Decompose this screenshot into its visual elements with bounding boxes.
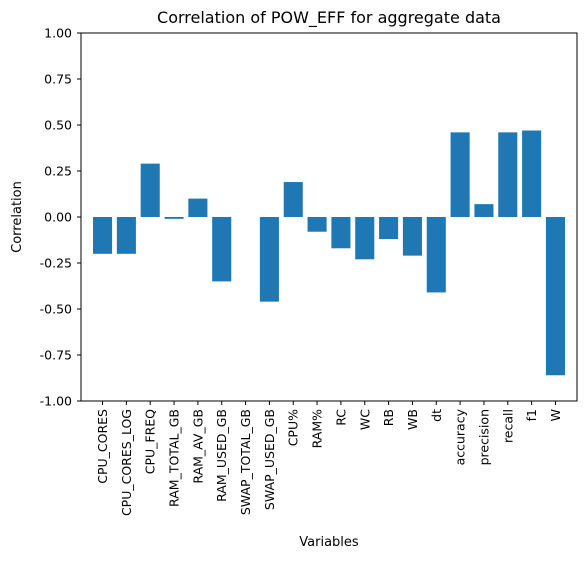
y-tick-label: -0.75 — [40, 348, 72, 363]
y-tick-label: -0.50 — [40, 302, 72, 317]
x-tick-label: SWAP_TOTAL_GB — [238, 409, 253, 515]
x-tick-label: RB — [381, 409, 396, 426]
bar-ram-used-gb — [212, 217, 232, 282]
x-tick-label: RAM_USED_GB — [214, 409, 229, 502]
bars-layer — [93, 130, 565, 376]
bar-recall — [498, 132, 518, 217]
x-tick-label: WC — [357, 409, 372, 430]
bar-swap-used-gb — [259, 217, 279, 302]
y-tick-label: 0.75 — [44, 72, 72, 87]
x-tick-label: RAM% — [310, 409, 325, 449]
x-tick-label: W — [548, 409, 563, 421]
x-axis: CPU_CORES CPU_CORES_LOG CPU_FREQ RAM_TOTAL_… — [95, 401, 563, 516]
chart-title: Correlation of POW_EFF for aggregate dat… — [157, 8, 501, 28]
bar-cpu-freq — [140, 163, 160, 217]
bar-cpu-cores-log — [116, 217, 136, 254]
bar-w — [545, 217, 565, 376]
bar-wc — [355, 217, 375, 260]
y-tick-label: 0.50 — [44, 118, 72, 133]
y-tick-label: 1.00 — [44, 26, 72, 41]
y-axis-label: Correlation — [10, 181, 25, 253]
bar-ram-total-gb — [164, 217, 184, 219]
y-tick-label: 0.00 — [44, 210, 72, 225]
bar-f1 — [522, 130, 542, 217]
bar-wb — [402, 217, 422, 256]
x-tick-label: f1 — [524, 409, 539, 421]
x-tick-label: RAM_TOTAL_GB — [167, 409, 182, 507]
y-axis: -1.00 -0.75 -0.50 -0.25 0.00 0.25 0.50 0.75 1.00 — [40, 26, 81, 409]
y-tick-label: -0.25 — [40, 256, 72, 271]
x-tick-label: recall — [500, 409, 515, 443]
bar-accuracy — [450, 132, 470, 217]
bar-rb — [379, 217, 399, 240]
bar-rc — [331, 217, 351, 249]
x-axis-label: Variables — [299, 535, 359, 550]
x-tick-label: WB — [405, 409, 420, 430]
x-tick-label: CPU_CORES_LOG — [119, 409, 134, 516]
bar-dt — [426, 217, 446, 293]
x-tick-label: accuracy — [453, 408, 468, 465]
bar-cpu-cores — [93, 217, 113, 254]
bar-ram-av-gb — [188, 198, 208, 217]
y-tick-label: 0.25 — [44, 164, 72, 179]
y-tick-label: -1.00 — [40, 394, 72, 409]
x-tick-label: SWAP_USED_GB — [262, 409, 277, 510]
x-tick-label: CPU_FREQ — [143, 409, 158, 474]
bar-precision — [474, 204, 494, 217]
x-tick-label: CPU_CORES — [95, 409, 110, 484]
x-tick-label: CPU% — [286, 409, 301, 446]
x-tick-label: RC — [333, 409, 348, 426]
x-tick-label: RAM_AV_GB — [190, 409, 205, 484]
x-tick-label: precision — [476, 409, 491, 465]
x-tick-label: dt — [429, 409, 444, 422]
bar-ram — [307, 217, 327, 232]
bar-cpu — [283, 182, 303, 217]
